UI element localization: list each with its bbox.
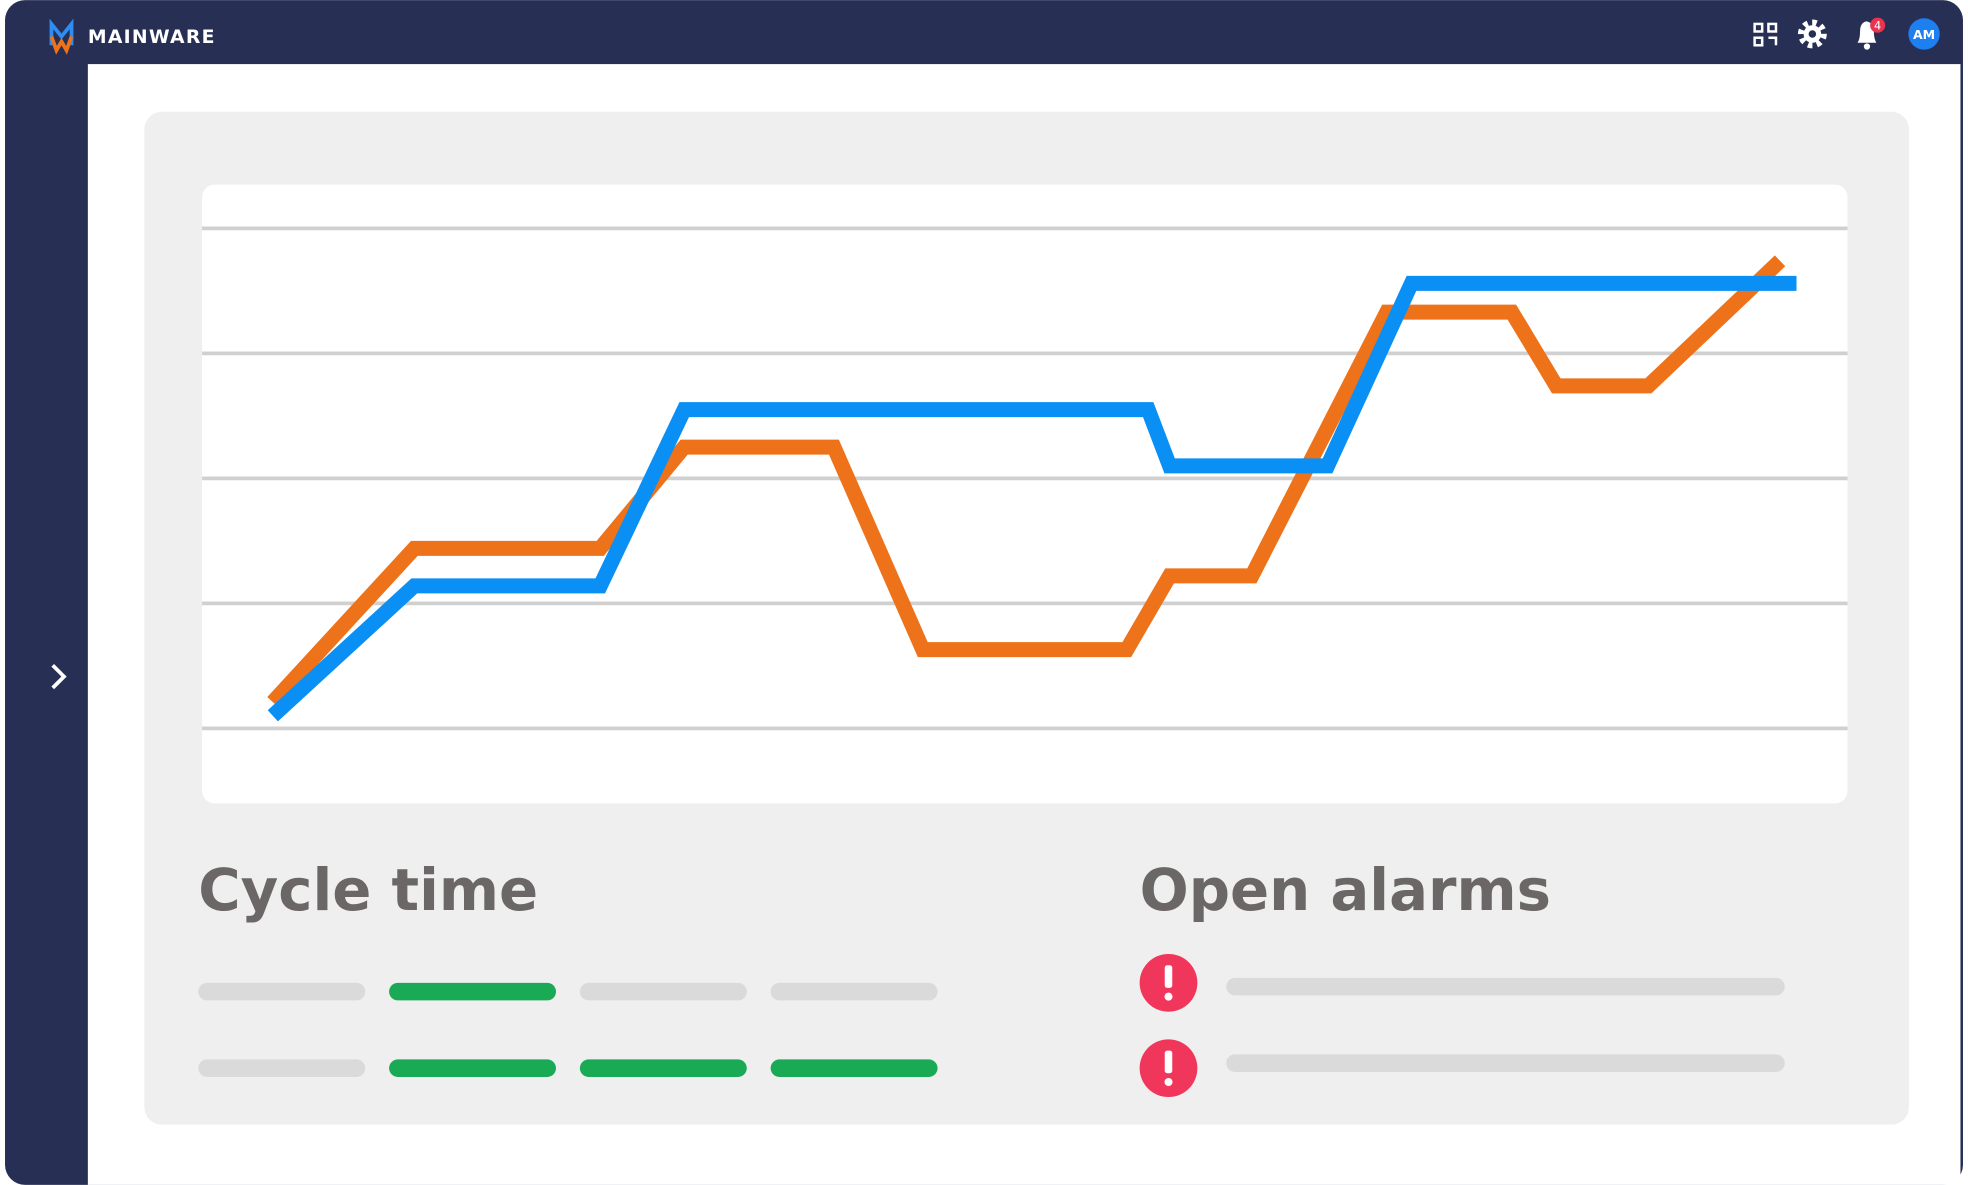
brand: MAINWARE <box>88 27 216 48</box>
notifications-button[interactable]: 4 <box>1857 17 1886 50</box>
chart <box>202 226 1848 731</box>
logo-bottom <box>49 35 74 55</box>
panel-title: Open alarms <box>1140 856 1551 924</box>
badge <box>1870 17 1886 33</box>
placeholder <box>579 982 747 1001</box>
qr-button[interactable] <box>1753 22 1778 47</box>
alarm-mark <box>1164 1050 1173 1074</box>
alarm-dot <box>1164 992 1173 1001</box>
alarm-dot <box>1164 1077 1173 1087</box>
gear-teeth <box>1797 19 1827 49</box>
placeholder <box>1226 977 1785 996</box>
logo-top <box>49 18 74 46</box>
avatar <box>1908 18 1940 50</box>
sidebar-toggle[interactable] <box>51 663 67 690</box>
alarm-mark <box>1164 965 1173 988</box>
placeholder <box>198 1059 366 1077</box>
placeholder <box>770 982 938 1001</box>
series-line <box>267 275 1797 722</box>
cycle-time-rows <box>198 982 938 1077</box>
bell-clapper <box>1863 43 1871 50</box>
logo <box>49 18 74 55</box>
placeholder <box>579 1059 747 1077</box>
placeholder <box>389 982 557 1001</box>
badge-count: 4 <box>1874 20 1881 33</box>
qr-part <box>1767 22 1778 33</box>
series-line <box>267 255 1786 708</box>
alarm-rows <box>1139 953 1785 1098</box>
avatar-button[interactable]: AM <box>1908 18 1940 50</box>
placeholder <box>198 982 366 1001</box>
qr-part <box>1753 36 1764 47</box>
chart-card <box>202 184 1848 804</box>
settings-button[interactable] <box>1797 19 1827 49</box>
panel-title: Cycle time <box>198 856 538 924</box>
placeholder <box>770 1059 938 1077</box>
placeholder <box>389 1059 557 1077</box>
gear-hole <box>1808 30 1817 38</box>
qr-part <box>1768 36 1778 46</box>
placeholder <box>1226 1054 1785 1072</box>
qr-part <box>1753 22 1764 33</box>
avatar-initials: AM <box>1913 27 1935 42</box>
